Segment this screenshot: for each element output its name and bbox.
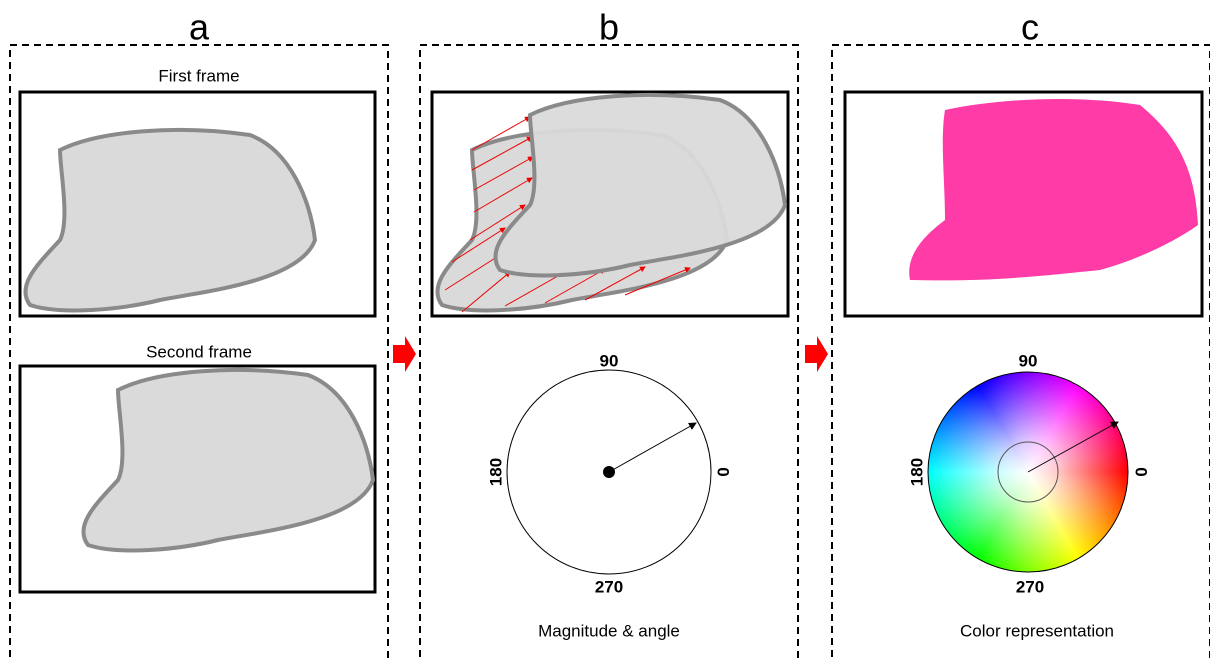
frame-caption: Second frame [146, 342, 252, 361]
arrow [393, 336, 416, 372]
panel-label: b [599, 7, 619, 48]
angle-label: 0 [714, 467, 733, 476]
angle-label: 270 [1016, 577, 1044, 596]
angle-label: 0 [1132, 467, 1151, 476]
angle-label: 270 [595, 577, 623, 596]
diagram: a First frame Second frame b 90 0 180 27… [0, 0, 1210, 662]
frame-caption: First frame [158, 66, 239, 85]
panel-label: c [1021, 7, 1039, 48]
angle-label: 90 [600, 351, 619, 370]
page: {"panels": [ {"label": "a", "frames": ["… [0, 0, 1210, 662]
angle-label: 90 [1019, 351, 1038, 370]
angle-label: 180 [907, 458, 926, 486]
panel-label: a [189, 7, 210, 48]
caption: Magnitude & angle [538, 621, 680, 640]
caption: Color representation [960, 621, 1114, 640]
angle-label: 180 [486, 458, 505, 486]
arrow [805, 336, 828, 372]
vector [609, 423, 696, 472]
